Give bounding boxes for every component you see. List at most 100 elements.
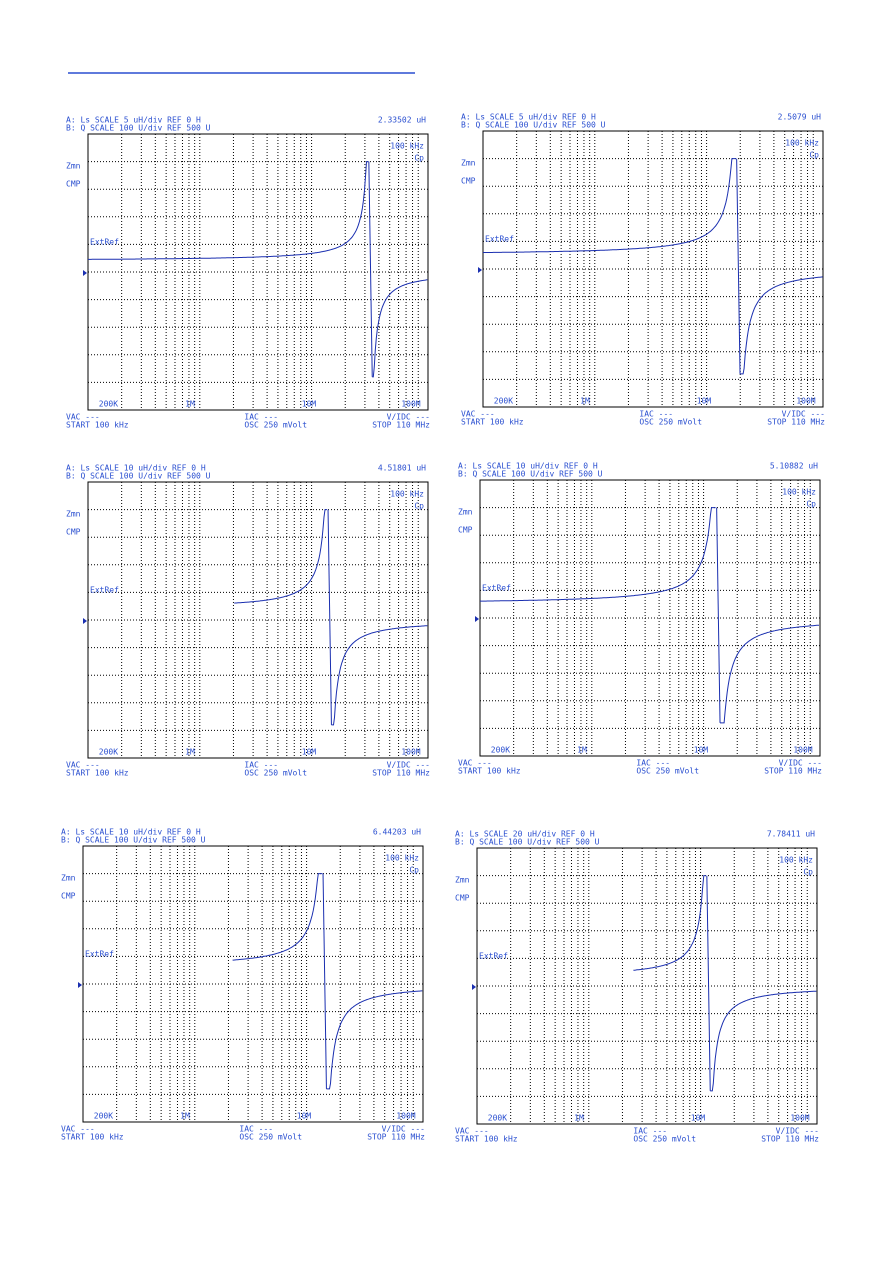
ref-arrow [475, 616, 479, 622]
footer: STOP 110 MHz [372, 769, 430, 778]
trace [234, 509, 327, 604]
left-label: CMP [61, 892, 76, 901]
footer: START 100 kHz [458, 767, 521, 776]
frequency: 100 kHz [779, 856, 813, 865]
footer: STOP 110 MHz [367, 1133, 425, 1142]
marker-value: 7.78411 uH [767, 830, 815, 839]
analyzer-screen: A: Ls SCALE 10 uH/div REF 0 H 6.44203 uH B… [61, 828, 425, 1142]
x-label: 1M [580, 397, 590, 406]
footer: V/IDC --- [382, 1125, 425, 1134]
ext-ref: ExtRef [85, 950, 114, 959]
trace [372, 279, 428, 378]
ref-arrow [478, 267, 482, 273]
footer: STOP 110 MHz [764, 767, 822, 776]
ref-arrow [472, 984, 476, 990]
ref-arrow [83, 618, 87, 624]
header-b: B: Q SCALE 100 U/div REF 500 U [458, 470, 603, 479]
left-label: CMP [66, 528, 81, 537]
x-label: 1M [185, 400, 195, 409]
ext-ref: ExtRef [90, 586, 119, 595]
ext-ref: ExtRef [90, 238, 119, 247]
footer: START 100 kHz [66, 769, 129, 778]
footer: IAC --- [636, 759, 670, 768]
parameter: Cp [809, 151, 819, 160]
trace [88, 161, 369, 260]
trace [482, 158, 736, 254]
footer: VAC --- [61, 1125, 95, 1134]
header-a: A: Ls SCALE 10 uH/div REF 0 H [61, 828, 201, 837]
ref-arrow [78, 982, 82, 988]
analyzer-screen: A: Ls SCALE 10 uH/div REF 0 H 4.51801 uH B… [66, 464, 430, 778]
x-label: 1M [574, 1114, 584, 1123]
x-label: 200K [99, 748, 118, 757]
x-label: 200K [99, 400, 118, 409]
x-label: 200K [491, 746, 510, 755]
x-label: 10M [694, 746, 709, 755]
marker-value: 6.44203 uH [373, 828, 421, 837]
header-a: A: Ls SCALE 5 uH/div REF 0 H [461, 113, 596, 122]
footer: START 100 kHz [455, 1135, 518, 1144]
trace [232, 873, 323, 961]
trace [331, 625, 428, 726]
x-label: 100M [796, 397, 815, 406]
x-label: 100M [790, 1114, 809, 1123]
left-label: Zmn [458, 508, 473, 517]
left-label: Zmn [66, 510, 81, 519]
frequency: 100 kHz [385, 854, 419, 863]
trace [740, 276, 823, 375]
x-label: 1M [185, 748, 195, 757]
parameter: Cp [803, 868, 813, 877]
trace [327, 509, 332, 725]
header-b: B: Q SCALE 100 U/div REF 500 U [66, 124, 211, 133]
trace [720, 624, 820, 724]
marker-value: 2.33502 uH [378, 116, 426, 125]
x-label: 10M [302, 748, 317, 757]
x-label: 100M [793, 746, 812, 755]
x-label: 1M [180, 1112, 190, 1121]
trace [480, 507, 716, 602]
trace [716, 507, 721, 723]
left-label: Zmn [61, 874, 76, 883]
parameter: Cp [414, 154, 424, 163]
footer: V/IDC --- [779, 759, 822, 768]
footer: OSC 250 mVolt [244, 769, 307, 778]
marker-value: 2.5079 uH [778, 113, 822, 122]
trace [706, 875, 711, 1091]
frequency: 100 kHz [390, 490, 424, 499]
parameter: Cp [414, 502, 424, 511]
x-label: 10M [302, 400, 317, 409]
analyzer-screen: A: Ls SCALE 20 uH/div REF 0 H 7.78411 uH B… [455, 830, 819, 1144]
x-label: 10M [691, 1114, 706, 1123]
footer: IAC --- [639, 410, 673, 419]
x-label: 200K [488, 1114, 507, 1123]
footer: V/IDC --- [387, 761, 430, 770]
footer: VAC --- [461, 410, 495, 419]
left-label: CMP [66, 180, 81, 189]
header-b: B: Q SCALE 100 U/div REF 500 U [455, 838, 600, 847]
x-label: 100M [401, 748, 420, 757]
footer: VAC --- [458, 759, 492, 768]
parameter: Cp [409, 866, 419, 875]
ext-ref: ExtRef [482, 584, 511, 593]
trace [326, 990, 423, 1090]
ext-ref: ExtRef [485, 235, 514, 244]
left-label: Zmn [66, 162, 81, 171]
footer: IAC --- [239, 1125, 273, 1134]
x-label: 10M [697, 397, 712, 406]
footer: OSC 250 mVolt [239, 1133, 302, 1142]
x-label: 100M [401, 400, 420, 409]
frequency: 100 kHz [782, 488, 816, 497]
footer: VAC --- [66, 761, 100, 770]
trace [368, 161, 373, 377]
frequency: 100 kHz [785, 139, 819, 148]
footer: V/IDC --- [782, 410, 825, 419]
header-a: A: Ls SCALE 20 uH/div REF 0 H [455, 830, 595, 839]
footer: V/IDC --- [776, 1127, 819, 1136]
footer: VAC --- [455, 1127, 489, 1136]
footer: IAC --- [244, 413, 278, 422]
frequency: 100 kHz [390, 142, 424, 151]
footer: OSC 250 mVolt [639, 418, 702, 427]
marker-value: 5.10882 uH [770, 462, 818, 471]
